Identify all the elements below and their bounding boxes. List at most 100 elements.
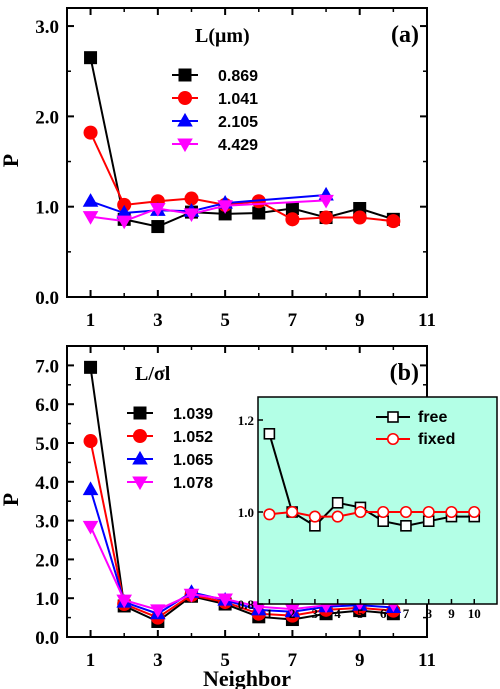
inset-data-point [263,508,276,521]
series-line [89,132,394,223]
legend-marker [133,406,147,420]
data-point [83,434,98,449]
series-line [89,367,394,623]
inset-x-tick-label: 2 [289,606,296,621]
inset-y-tick-label: 1.2 [238,413,254,428]
y-tick-label: 5.0 [35,434,59,455]
x-tick-label: 7 [288,650,298,671]
legend: L(μm) 0.869 1.041 2.105 4.429 [172,25,258,154]
inset-x-tick-label: 5 [357,606,364,621]
inset-chart: 0.8 1.0 1.2 1 3 5 7 9 2 4 6 8 10 free fixed [238,396,498,621]
legend-label: 1.078 [173,475,213,492]
inset-x-tick-label: 9 [448,606,455,621]
legend-marker [132,428,148,444]
data-point [116,594,132,609]
legend-marker [177,90,193,106]
inset-legend-marker [387,411,399,423]
inset-y-tick-label: 0.8 [238,597,255,612]
y-tick-label: 2.0 [35,550,59,571]
data-point [116,204,132,219]
x-tick-label: 9 [355,650,365,671]
x-tick-label: 3 [153,310,163,331]
inset-legend-marker [386,432,400,446]
data-point [82,211,99,225]
inset-x-tick-label: 6 [380,606,387,621]
data-point [83,125,98,140]
legend-marker [132,476,148,491]
series-line [89,489,394,615]
data-point [285,212,300,227]
inset-frame [257,396,498,605]
data-point [82,481,99,496]
data-point [319,210,334,225]
panel-label: (b) [390,360,419,386]
y-tick-label: 7.0 [35,356,59,377]
inset-x-tick-label: 3 [312,606,319,621]
inset-data-point [263,427,276,440]
data-point [82,193,99,207]
inset-data-point [377,505,390,519]
y-tick-label: 3.0 [35,17,59,38]
plot-frame [66,7,428,298]
data-point [151,220,165,234]
inset-data-point [354,505,367,519]
data-point [217,200,233,214]
y-tick-label: 4.0 [35,473,59,494]
inset-data-point [308,510,321,523]
data-point [84,360,98,374]
legend-marker [178,68,192,82]
legend-label: 1.039 [173,406,213,423]
inset-legend-label: fixed [418,431,455,448]
data-point [252,206,266,220]
inset-x-tick-label: 8 [425,606,432,621]
data-point [352,210,367,225]
data-point [183,208,200,223]
inset-data-point [445,505,458,519]
y-tick-label: 3.0 [35,512,59,533]
panel-label: (a) [391,22,419,48]
data-point [217,593,233,608]
inset-x-tick-label: 1 [266,606,273,621]
x-tick-label: 5 [220,310,230,331]
data-point [82,520,99,535]
data-point [84,51,98,65]
data-point [285,201,299,215]
data-point [183,588,200,603]
legend-label: 0.869 [218,68,258,85]
series-line [90,199,327,223]
inset-series-line [268,433,475,528]
inset-y-tick-label: 1.0 [238,505,254,520]
x-tick-label: 9 [355,310,365,331]
y-tick-label: 0.0 [35,628,59,649]
inset-data-point [422,505,435,519]
legend-label: 2.105 [218,114,258,131]
x-tick-label: 7 [288,310,298,331]
x-tick-label: 11 [418,650,436,671]
y-tick-label: 1.0 [35,198,59,219]
x-axis-label: Neighbor [203,666,291,689]
legend: L/σl 1.039 1.052 1.065 1.078 [127,363,213,492]
data-point [117,197,132,212]
series-line [89,440,394,619]
series-4.429 [82,194,334,230]
inset-x-tick-label: 10 [468,606,481,621]
data-point [150,604,166,618]
inset-x-tick-label: 7 [403,606,410,621]
legend-marker [132,450,148,465]
legend-label: 4.429 [218,137,258,154]
legend-title: L/σl [135,363,171,385]
inset-x-tick-label: 4 [334,606,341,621]
legend-label: 1.052 [173,429,213,446]
legend-marker [177,138,193,153]
panel-a: 1 3 5 7 9 11 0.0 1.0 2.0 3.0 P (a) L(μm) 0.869 1.041 2.… [0,7,436,331]
inset-data-point [400,519,412,532]
inset-data-point [399,505,413,519]
data-point [284,603,301,618]
data-point [318,194,334,209]
inset-data-point [286,505,299,519]
data-point [184,191,199,206]
inset-data-point [331,510,344,523]
x-tick-label: 1 [86,310,96,331]
y-tick-label: 0.0 [35,288,59,309]
data-point [116,215,132,230]
